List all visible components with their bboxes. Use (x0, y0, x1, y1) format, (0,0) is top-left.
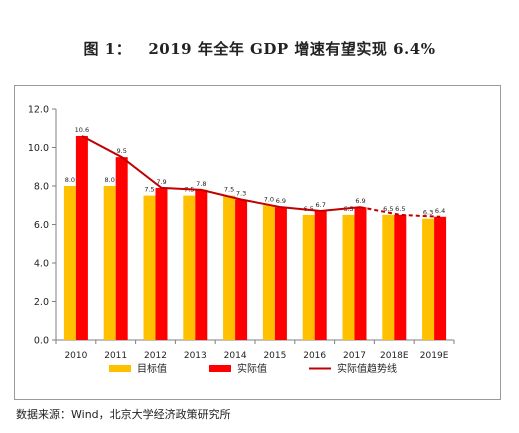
target-bar (262, 205, 275, 340)
actual-bar (155, 187, 168, 340)
x-tick-label: 2017 (343, 351, 366, 361)
target-bar (103, 186, 116, 340)
actual-bar (394, 214, 407, 340)
target-bar (422, 218, 435, 340)
y-tick-label: 4.0 (34, 259, 49, 270)
target-value-label: 7.0 (264, 195, 274, 203)
legend-label-target: 目标值 (137, 362, 167, 375)
actual-value-label: 6.9 (355, 197, 365, 205)
x-tick-label: 2010 (64, 351, 87, 361)
actual-value-label: 7.8 (196, 180, 206, 188)
target-bar (63, 186, 76, 340)
target-value-label: 8.0 (65, 176, 75, 184)
actual-bar (354, 207, 367, 340)
trend-line (81, 135, 361, 213)
x-tick-label: 2018E (380, 351, 409, 361)
y-tick-label: 10.0 (28, 143, 49, 154)
actual-value-label: 6.9 (276, 197, 286, 205)
actual-value-label: 7.3 (236, 189, 246, 197)
target-value-label: 6.3 (423, 209, 433, 217)
y-tick-label: 2.0 (34, 297, 49, 308)
actual-value-label: 9.5 (117, 147, 127, 155)
chart-panel (14, 85, 501, 400)
y-tick-label: 12.0 (28, 105, 49, 116)
actual-value-label: 6.5 (395, 205, 405, 213)
actual-bar (274, 207, 287, 340)
x-tick-label: 2016 (303, 351, 326, 361)
source-note: 数据来源：Wind，北京大学经济政策研究所 (16, 408, 231, 421)
x-tick-label: 2013 (184, 351, 207, 361)
actual-bar (75, 135, 88, 340)
x-tick-label: 2014 (224, 351, 247, 361)
x-tick-label: 2015 (263, 351, 286, 361)
y-tick-label: 8.0 (34, 182, 49, 193)
target-value-label: 7.5 (144, 186, 154, 194)
target-bar (223, 195, 236, 340)
actual-bar (195, 189, 208, 340)
target-bar (183, 195, 196, 340)
legend-swatch-target (109, 365, 131, 372)
x-tick-label: 2012 (144, 351, 167, 361)
actual-bar (314, 211, 327, 340)
legend-swatch-actual (209, 365, 231, 372)
y-tick-label: 6.0 (34, 220, 49, 231)
x-tick-label: 2011 (104, 351, 127, 361)
target-value-label: 7.5 (224, 186, 234, 194)
actual-value-label: 7.9 (156, 178, 166, 186)
y-tick-label: 0.0 (34, 336, 49, 347)
x-tick-label: 2019E (420, 351, 449, 361)
legend-label-actual: 实际值 (237, 362, 267, 375)
actual-value-label: 6.4 (435, 207, 445, 215)
actual-bar (434, 216, 447, 340)
actual-bar (115, 157, 128, 340)
target-value-label: 8.0 (105, 176, 115, 184)
chart-title: 图 1： 2019 年全年 GDP 增速有望实现 6.4% (83, 40, 436, 58)
actual-value-label: 10.6 (75, 126, 89, 134)
actual-bar (235, 199, 248, 340)
gdp-chart: 0.0 2.0 4.0 6.0 8.0 10.0 12.0 8.0 10.6 2010 8.0 9.5… (28, 105, 455, 375)
target-bar (342, 214, 355, 340)
actual-value-label: 6.7 (316, 201, 326, 209)
target-bar (143, 195, 156, 340)
legend-label-trend: 实际值趋势线 (337, 362, 397, 375)
target-bar (302, 214, 315, 340)
target-value-label: 6.5 (383, 205, 393, 213)
target-bar (382, 214, 395, 340)
